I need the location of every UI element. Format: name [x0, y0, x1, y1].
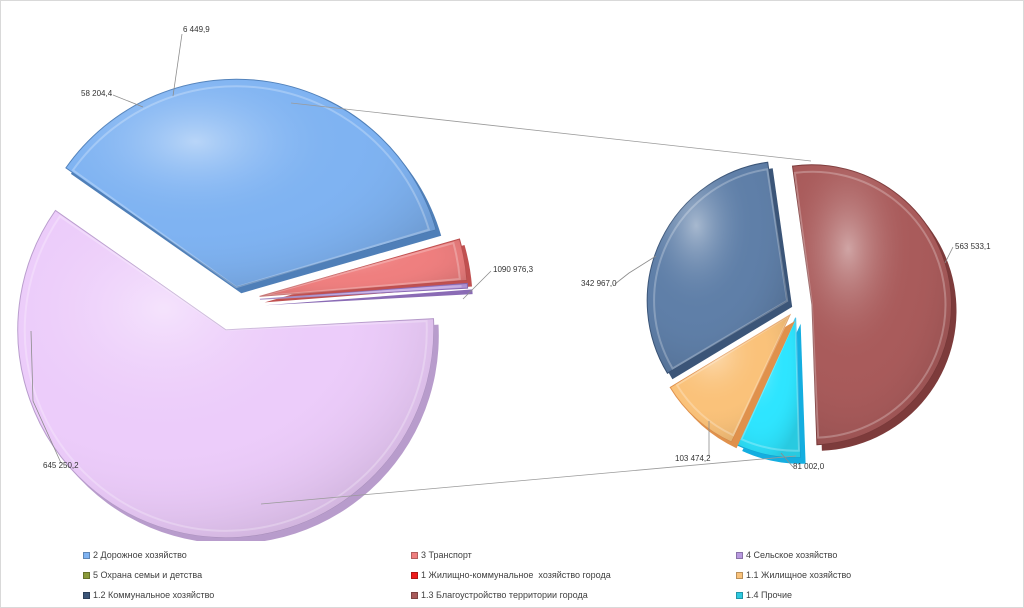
legend-label: 2 Дорожное хозяйство [93, 550, 187, 560]
legend-item-1-2-коммунальное-хозяйство: 1.2 Коммунальное хозяйство [83, 589, 411, 601]
leader-line-2-дорожное-хозяйство [30, 330, 62, 464]
legend-item-1-4-прочие: 1.4 Прочие [736, 589, 976, 601]
secondary-pie [646, 161, 957, 464]
legend-swatch [736, 571, 743, 579]
legend-item-3-транспорт: 3 Транспорт [411, 549, 736, 561]
legend-label: 4 Сельское хозяйство [746, 550, 838, 560]
legend-item-1-3-благоустройство-территории-города: 1.3 Благоустройство территории города [411, 589, 736, 601]
pie-slice-1-4-прочие [736, 317, 806, 464]
data-label-1-1-жилищное-хозяйство: 103 474,2 [675, 454, 711, 463]
data-label-1-4-прочие: 81 002,0 [793, 462, 825, 471]
chart-legend: 2 Дорожное хозяйство 3 Транспорт 4 Сельско… [83, 549, 983, 601]
legend-label: 3 Транспорт [421, 550, 472, 560]
legend-label: 1.4 Прочие [746, 590, 793, 600]
main-pie [17, 78, 473, 541]
pie-slice-1-2-коммунальное-хозяйство [646, 161, 793, 380]
data-label-1-2-коммунальное-хозяйство: 342 967,0 [581, 279, 617, 288]
data-label-4-сельское-хозяйство: 6 449,9 [183, 25, 210, 34]
leader-line-1-жилищно-коммунальное-хозяйство-города-прочее [462, 270, 492, 300]
data-label-1-жилищно-коммунальное-хозяйство-города-прочее: 1090 976,3 [493, 265, 534, 274]
legend-label: 1 Жилищно-коммунальное хозяйство города [421, 570, 611, 580]
legend-label: 1.1 Жилищное хозяйство [746, 570, 852, 580]
leader-line-4-сельское-хозяйство [172, 33, 183, 97]
legend-swatch [736, 551, 743, 559]
legend-swatch [83, 591, 90, 599]
legend-item-5-охрана-семьи-и-детства: 5 Охрана семьи и детства [83, 569, 411, 581]
pie-slice-1-3-благоустройство-территории-города [791, 164, 957, 451]
connector-line-top [290, 102, 812, 162]
legend-swatch [411, 551, 418, 559]
data-label-3-транспорт: 58 204,4 [81, 89, 113, 98]
legend-swatch [83, 571, 90, 579]
legend-item-2-дорожное-хозяйство: 2 Дорожное хозяйство [83, 549, 411, 561]
pie-of-pie-chart: 645 250,2 58 204,4 6 449,9 1090 976,3 563 53… [17, 25, 991, 541]
legend-label: 5 Охрана семьи и детства [93, 570, 203, 580]
pie-slice-3-транспорт [259, 238, 472, 303]
legend-item-1-жилищно-коммунальное-хозяйство-города: 1 Жилищно-коммунальное хозяйство города [411, 569, 736, 581]
legend-swatch [411, 591, 418, 599]
pie-slice-1-1-жилищное-хозяйство [669, 312, 796, 449]
pie-slice-1-жилищно-коммунальное-хозяйство-города-прочее [17, 209, 439, 541]
legend-swatch [736, 591, 743, 599]
leader-line-1-4-прочие [780, 452, 794, 468]
leader-line-1-3-благоустройство-территории-города [944, 246, 954, 264]
data-label-2-дорожное-хозяйство: 645 250,2 [43, 461, 79, 470]
connector-line-bottom [260, 455, 797, 505]
leader-line-3-транспорт [112, 94, 144, 108]
leader-line-1-2-коммунальное-хозяйство [614, 255, 657, 285]
legend-item-1-1-жилищное-хозяйство: 1.1 Жилищное хозяйство [736, 569, 976, 581]
data-label-1-3-благоустройство-территории-города: 563 533,1 [955, 242, 991, 251]
legend-label: 1.3 Благоустройство территории города [421, 590, 588, 600]
legend-item-4-сельское-хозяйство: 4 Сельское хозяйство [736, 549, 976, 561]
legend-swatch [411, 571, 418, 579]
pie-slice-4-сельское-хозяйство [259, 282, 473, 306]
legend-swatch [83, 551, 90, 559]
legend-label: 1.2 Коммунальное хозяйство [93, 590, 215, 600]
pie-slice-2-дорожное-хозяйство [65, 78, 442, 294]
